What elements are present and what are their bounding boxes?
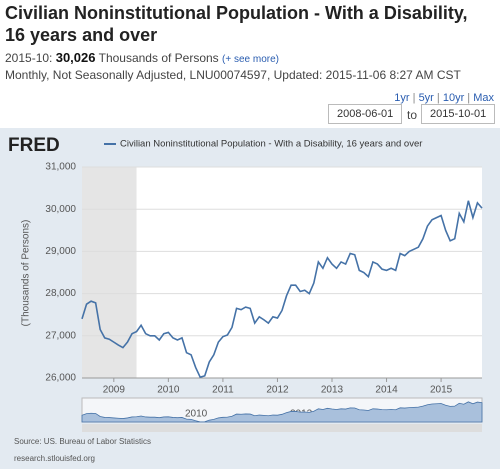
navigator-label: 2010 bbox=[185, 409, 208, 420]
range-link[interactable]: Max bbox=[473, 92, 494, 104]
range-link[interactable]: 10yr bbox=[442, 92, 465, 104]
y-tick-label: 27,000 bbox=[45, 330, 76, 341]
series-line bbox=[81, 200, 483, 379]
source: Source: US. Bureau of Labor Statistics bbox=[14, 437, 151, 446]
x-tick-label: 2015 bbox=[430, 385, 453, 396]
legend-label: Civilian Noninstitutional Population - W… bbox=[120, 139, 422, 150]
y-tick-label: 30,000 bbox=[45, 204, 76, 215]
start-date[interactable]: 2008-06-01 bbox=[328, 104, 403, 124]
x-tick-label: 2011 bbox=[212, 385, 234, 396]
x-tick-label: 2014 bbox=[375, 385, 398, 396]
navigator-area bbox=[81, 401, 483, 423]
y-tick-label: 26,000 bbox=[45, 373, 76, 384]
chart: FRED Civilian Noninstitutional Populatio… bbox=[0, 128, 500, 469]
latest-date: 2015-10: bbox=[5, 51, 53, 65]
y-tick-label: 29,000 bbox=[45, 246, 76, 257]
scrollbar[interactable] bbox=[82, 424, 482, 432]
y-axis-label: (Thousands of Persons) bbox=[21, 220, 32, 327]
to-label: to bbox=[407, 108, 418, 122]
x-tick-label: 2010 bbox=[157, 385, 180, 396]
meta: Monthly, Not Seasonally Adjusted, LNU000… bbox=[5, 68, 461, 82]
site: research.stlouisfed.org bbox=[14, 454, 95, 463]
latest-line: 2015-10: 30,026 Thousands of Persons (+ … bbox=[5, 50, 279, 65]
x-tick-label: 2013 bbox=[321, 385, 344, 396]
range-links: 1yr | 5yr | 10yr | Max bbox=[394, 92, 494, 104]
logo: FRED bbox=[8, 135, 60, 156]
x-tick-label: 2012 bbox=[266, 385, 289, 396]
see-more[interactable]: (+ see more) bbox=[222, 54, 279, 65]
y-tick-label: 28,000 bbox=[45, 288, 76, 299]
x-tick-label: 2009 bbox=[103, 385, 126, 396]
units: Thousands of Persons bbox=[98, 51, 219, 65]
range-link[interactable]: 1yr bbox=[394, 92, 410, 104]
end-date[interactable]: 2015-10-01 bbox=[421, 104, 496, 124]
plot-area bbox=[82, 167, 482, 378]
recession-shade bbox=[82, 167, 137, 378]
range-link[interactable]: 5yr bbox=[418, 92, 434, 104]
latest-value: 30,026 bbox=[55, 50, 96, 65]
y-tick-label: 31,000 bbox=[45, 162, 76, 173]
title: Civilian Noninstitutional Population - W… bbox=[5, 3, 468, 45]
